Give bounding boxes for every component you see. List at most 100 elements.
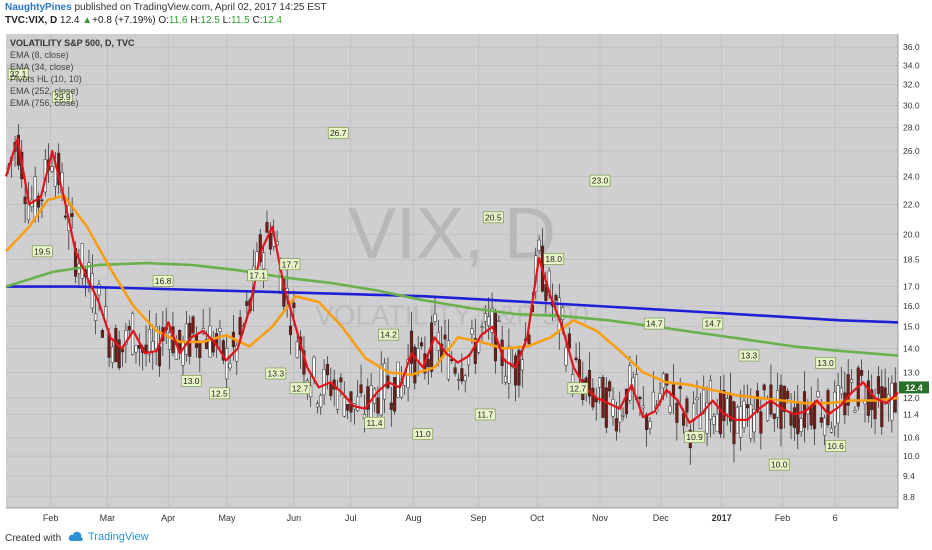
footer-brand-link[interactable]: TradingView — [68, 531, 149, 543]
candle-body — [604, 387, 608, 428]
candle-body — [809, 405, 813, 426]
last-price: 12.4 — [60, 15, 80, 26]
pivot-label-box — [378, 328, 399, 341]
y-tick-label: 10.0 — [903, 451, 920, 461]
candle-body — [63, 215, 67, 218]
candle-body — [228, 363, 232, 369]
y-tick-label: 34.0 — [903, 60, 920, 70]
candle-body — [339, 377, 343, 383]
candle-body — [675, 402, 679, 423]
candle-body — [792, 407, 796, 429]
x-tick-label: Feb — [775, 513, 791, 523]
candle-body — [292, 302, 296, 308]
legend-item-ema756[interactable]: EMA (756, close) — [10, 98, 79, 108]
candle-body — [571, 374, 575, 384]
pivot-label-box — [52, 91, 73, 103]
candle-body — [618, 406, 622, 423]
pivot-label: 20.5 — [482, 211, 504, 224]
candle-body — [715, 413, 719, 433]
pivot-label: 12.7 — [567, 382, 589, 395]
pivot-label-text: 13.3 — [741, 351, 758, 361]
candle-body — [265, 222, 269, 233]
candle-body — [497, 320, 501, 322]
author-link[interactable]: NaughtyPines — [5, 2, 72, 13]
candle-body — [823, 417, 827, 436]
candle-body — [816, 391, 820, 398]
x-tick-label: 6 — [833, 513, 838, 523]
open-label: O: — [158, 15, 169, 26]
legend-item-ema34[interactable]: EMA (34, close) — [10, 62, 74, 72]
footer-created-with: Created with — [5, 533, 62, 544]
candle-body — [796, 401, 800, 435]
y-tick-label: 28.0 — [903, 122, 920, 132]
pivot-label: 32.1 — [7, 68, 29, 80]
pivot-label-box — [567, 382, 589, 395]
candle-body — [648, 421, 652, 429]
pivot-label-text: 20.5 — [485, 212, 502, 222]
candle-body — [97, 284, 101, 296]
pivot-label-box — [768, 458, 790, 471]
x-tick-label: Apr — [161, 513, 175, 523]
pivot-label-text: 12.5 — [211, 388, 228, 398]
pivot-label-box — [825, 440, 846, 452]
pivot-label-text: 10.0 — [771, 460, 788, 470]
candle-body — [225, 348, 229, 380]
y-tick-label: 36.0 — [903, 42, 920, 52]
candle-body — [695, 397, 699, 401]
candle-body — [739, 406, 743, 438]
y-tick-label: 26.0 — [903, 146, 920, 156]
candle-body — [463, 375, 467, 382]
candle-body — [641, 405, 645, 409]
price-change: +0.8 (+7.19%) — [92, 15, 156, 26]
pivot-label-text: 11.0 — [415, 429, 431, 439]
candle-body — [100, 330, 104, 338]
y-tick-label: 9.4 — [903, 471, 915, 481]
high-label: H: — [190, 15, 201, 26]
candle-body — [759, 411, 763, 434]
candle-body — [755, 390, 760, 413]
candle-body — [359, 384, 363, 394]
symbol-label: TVC:VIX, D — [5, 15, 58, 26]
candle-body — [262, 252, 266, 270]
last-price-text: 12.4 — [905, 383, 923, 393]
pivot-label-text: 13.0 — [183, 376, 200, 386]
pivot-label-text: 14.2 — [380, 330, 397, 340]
pivot-label-box — [589, 174, 611, 187]
last-price-tag: 12.4 — [899, 381, 929, 394]
candle-body — [409, 330, 414, 364]
pivot-label-box — [247, 269, 268, 282]
pivot-label-text: 10.6 — [827, 441, 844, 451]
close-label: C: — [252, 15, 263, 26]
candle-body — [866, 380, 870, 416]
candle-body — [40, 199, 44, 202]
candle-body — [419, 342, 424, 347]
y-tick-label: 11.4 — [903, 409, 919, 419]
candle-body — [853, 410, 857, 413]
candle-body — [487, 316, 491, 326]
candle-body — [836, 385, 840, 424]
candle-body — [490, 308, 494, 333]
candle-body — [708, 380, 712, 420]
candle-body — [383, 363, 387, 400]
pivot-label-text: 19.5 — [34, 246, 51, 256]
candle-body — [587, 369, 592, 397]
candle-body — [752, 408, 756, 433]
candle-body — [843, 392, 847, 416]
pivot-label-text: 12.7 — [292, 383, 309, 393]
candle-body — [742, 400, 746, 428]
legend-item-pivots[interactable]: Pivots HL (10, 10) — [10, 74, 82, 84]
candle-body — [749, 404, 753, 439]
chart-frame[interactable]: VIX, D VOLATILITY S&P 500 36.0 34.0 32.0 30.0… — [0, 30, 932, 526]
candle-body — [591, 387, 595, 408]
pivot-label-text: 23.0 — [592, 176, 609, 186]
legend-item-ema252[interactable]: EMA (252, close) — [10, 86, 79, 96]
pivot-label: 17.1 — [247, 269, 268, 282]
legend-item-ema8[interactable]: EMA (8, close) — [10, 50, 69, 60]
candle-body — [537, 239, 541, 251]
pivot-label: 11.0 — [412, 428, 434, 440]
candle-body — [134, 345, 138, 353]
candle-body — [745, 404, 749, 409]
candle-body — [880, 386, 884, 428]
candle-body — [80, 243, 84, 279]
